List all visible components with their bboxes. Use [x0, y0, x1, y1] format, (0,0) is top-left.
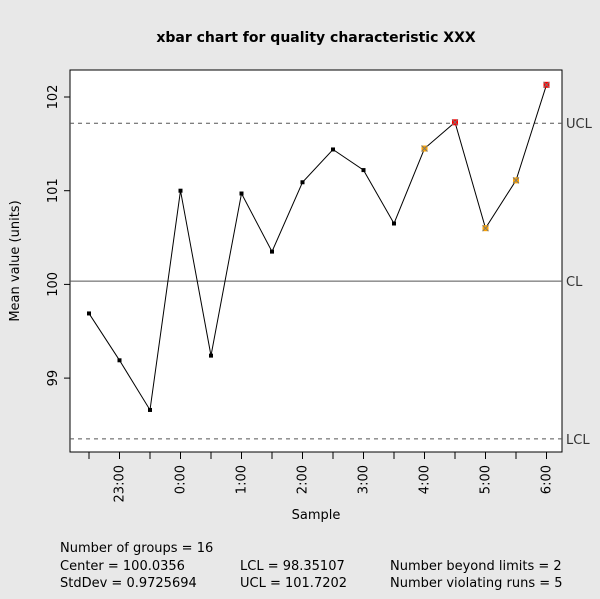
- x-tick-label-0: 23:00: [113, 465, 128, 502]
- data-point-3: [178, 188, 183, 193]
- stat-center: Center = 100.0356: [60, 559, 185, 574]
- data-point-cross-11: [421, 145, 428, 152]
- series-points: [87, 81, 550, 412]
- data-point-4: [209, 353, 213, 358]
- data-point-2: [148, 407, 152, 412]
- series-line: [88, 84, 547, 412]
- data-point-6: [270, 249, 274, 254]
- data-point-8: [331, 147, 335, 152]
- data-point-cross-14: [512, 177, 520, 184]
- x-axis: 23:00 0:00 1:00 2:00 3:00 4:00 5:00 6:00: [88, 452, 555, 502]
- x-tick-label-3: 2:00: [296, 465, 311, 494]
- data-point-cross-12: [451, 118, 459, 126]
- x-tick-label-1: 0:00: [174, 465, 189, 494]
- data-point-0: [87, 311, 91, 316]
- x-tick-label-5: 4:00: [418, 465, 433, 494]
- data-point-10: [392, 221, 396, 226]
- data-point-9: [361, 168, 366, 173]
- x-tick-label-2: 1:00: [235, 465, 250, 494]
- ucl-label: UCL: [566, 117, 593, 132]
- data-point-13: [482, 224, 489, 232]
- y-tick-label-2: 101: [46, 178, 61, 203]
- y-tick-label-0: 99: [46, 370, 61, 387]
- stat-violating-runs: Number violating runs = 5: [390, 576, 563, 591]
- stat-stddev: StdDev = 0.9725694: [60, 576, 197, 591]
- x-axis-title: Sample: [292, 508, 341, 523]
- chart-title: xbar chart for quality characteristic XX…: [156, 30, 476, 46]
- limit-lines: UCL CL LCL: [70, 117, 593, 448]
- series-polyline: [88, 84, 547, 412]
- x-tick-label-7: 6:00: [540, 465, 555, 494]
- data-point-7: [300, 180, 305, 185]
- stat-groups: Number of groups = 16: [60, 541, 214, 556]
- cl-label: CL: [566, 275, 583, 290]
- chart-svg: xbar chart for quality characteristic XX…: [8, 30, 593, 523]
- plot-area: [69, 69, 563, 453]
- data-point-14: [512, 177, 520, 184]
- y-axis: 99 100 101 102: [46, 85, 70, 387]
- data-point-cross-15: [543, 81, 550, 89]
- data-point-12: [451, 118, 459, 126]
- lcl-label: LCL: [566, 433, 590, 448]
- x-tick-label-6: 5:00: [479, 465, 494, 494]
- data-point-5: [239, 191, 244, 196]
- stat-beyond-limits: Number beyond limits = 2: [390, 559, 562, 574]
- y-tick-label-1: 100: [46, 272, 61, 297]
- data-point-1: [117, 358, 122, 363]
- stat-ucl: UCL = 101.7202: [240, 576, 348, 591]
- y-tick-label-3: 102: [46, 85, 61, 110]
- data-point-15: [543, 81, 550, 89]
- x-tick-label-4: 3:00: [357, 465, 372, 494]
- stat-lcl: LCL = 98.35107: [240, 559, 345, 574]
- data-point-cross-13: [482, 224, 489, 232]
- y-axis-title: Mean value (units): [8, 200, 23, 321]
- data-point-11: [421, 145, 428, 152]
